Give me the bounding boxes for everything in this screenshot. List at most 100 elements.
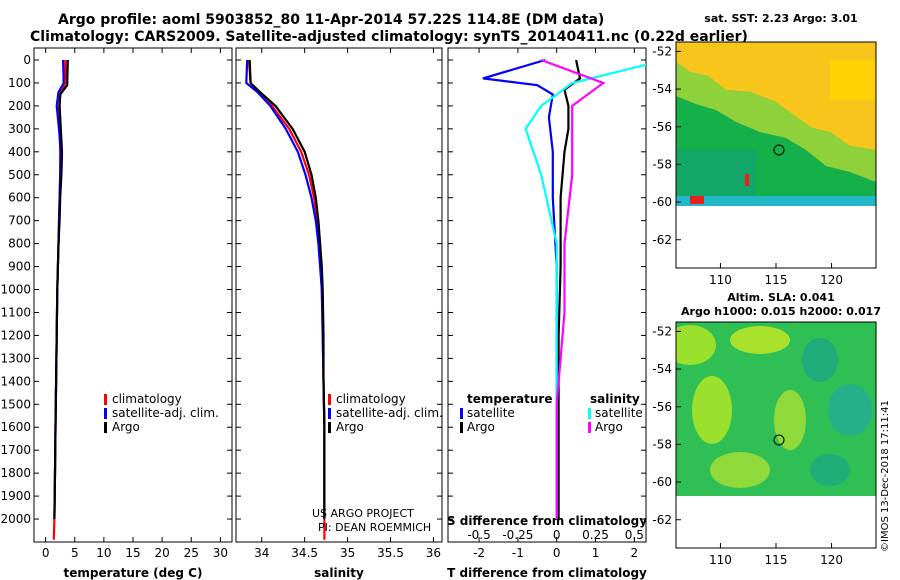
- s-diff-tick-label: 0.25: [582, 528, 609, 542]
- sst-warm-region: [676, 42, 876, 150]
- x-tick-label-sal: 35: [340, 546, 355, 560]
- s-diff-axis-label: S difference from climatology: [447, 514, 647, 528]
- title-line-1: Argo profile: aoml 5903852_80 11-Apr-201…: [58, 12, 605, 28]
- series-line-s-argo: [540, 58, 606, 519]
- panel-frame-diff: [447, 47, 647, 543]
- map-x-tick-label: 115: [765, 553, 788, 567]
- x-tick-label-temp: 25: [184, 546, 199, 560]
- map-y-tick-label: -52: [652, 44, 672, 58]
- sla-argo-marker: [773, 434, 785, 446]
- diff-legend-swatch: [460, 422, 463, 433]
- y-tick-label: 1200: [0, 328, 31, 342]
- legend-swatch: [104, 422, 107, 433]
- y-tick-label: 1500: [0, 397, 31, 411]
- map-x-tick-label: 115: [765, 273, 788, 287]
- y-tick-label: 500: [8, 168, 31, 182]
- map-y-tick-label: -60: [652, 475, 672, 489]
- x-tick-label-temp: 10: [96, 546, 111, 560]
- x-axis-label-diff: T difference from climatology: [447, 566, 647, 580]
- y-tick-label: 1100: [0, 305, 31, 319]
- sst-mid-region: [676, 62, 876, 182]
- series-line-t-satellite: [482, 58, 558, 519]
- diff-legend-t-head: temperature: [467, 392, 552, 406]
- diff-legend-label-sal: satellite: [595, 406, 643, 420]
- y-tick-label: 600: [8, 191, 31, 205]
- x-tick-label-temp: 5: [71, 546, 79, 560]
- s-diff-tick-label: -0.25: [502, 528, 533, 542]
- diff-legend-label-sal: Argo: [595, 420, 623, 434]
- y-tick-label: 300: [8, 122, 31, 136]
- legend-swatch: [104, 394, 107, 405]
- x-axis-label-sal: salinity: [314, 566, 364, 580]
- x-tick-label-sal: 36: [426, 546, 441, 560]
- map-y-tick-label: -56: [652, 120, 672, 134]
- map-x-tick-label: 120: [820, 553, 843, 567]
- s-diff-tick-label: 0: [553, 528, 561, 542]
- legend-label: Argo: [336, 420, 364, 434]
- sst-argo-marker: [773, 144, 785, 156]
- x-tick-label-diff: -2: [473, 546, 485, 560]
- y-tick-label: 1900: [0, 489, 31, 503]
- map-y-tick-label: -62: [652, 233, 672, 247]
- y-tick-label: 2000: [0, 512, 31, 526]
- sla-map-title-2: Argo h1000: 0.015 h2000: 0.017: [681, 305, 881, 318]
- series-line-satellite-adj-clim-: [245, 59, 326, 519]
- y-tick-label: 1400: [0, 374, 31, 388]
- sla-map-title-1: Altim. SLA: 0.041: [727, 291, 835, 304]
- x-tick-label-diff: 1: [592, 546, 600, 560]
- diff-legend-s-head: salinity: [590, 392, 640, 406]
- map-x-tick-label: 110: [709, 553, 732, 567]
- s-diff-tick-label: -0.5: [467, 528, 490, 542]
- series-line-t-argo: [557, 59, 582, 519]
- sst-map: [676, 42, 876, 268]
- x-tick-label-sal: 34.5: [291, 546, 318, 560]
- credit-line-2: PI: DEAN ROEMMICH: [318, 521, 431, 534]
- y-tick-label: 700: [8, 214, 31, 228]
- panel-frame-temp: [33, 47, 233, 543]
- y-tick-label: 200: [8, 99, 31, 113]
- legend-label: satellite-adj. clim.: [336, 406, 443, 420]
- map-y-tick-label: -62: [652, 513, 672, 527]
- map-y-tick-label: -58: [652, 157, 672, 171]
- y-tick-label: 0: [23, 53, 31, 67]
- map-x-tick-label: 110: [709, 273, 732, 287]
- series-line-argo: [248, 59, 326, 519]
- x-tick-label-diff: 2: [631, 546, 639, 560]
- x-tick-label-sal: 34: [254, 546, 269, 560]
- y-tick-label: 1600: [0, 420, 31, 434]
- legend-swatch: [328, 394, 331, 405]
- map-x-tick-label: 120: [820, 273, 843, 287]
- sst-map-title: sat. SST: 2.23 Argo: 3.01: [704, 12, 858, 25]
- map-y-tick-label: -54: [652, 82, 672, 96]
- x-tick-label-temp: 0: [42, 546, 50, 560]
- y-tick-label: 1000: [0, 283, 31, 297]
- map-y-tick-label: -52: [652, 324, 672, 338]
- credit-line-1: US ARGO PROJECT: [312, 507, 414, 520]
- title-line-2: Climatology: CARS2009. Satellite-adjuste…: [30, 29, 748, 45]
- x-tick-label-sal: 35.5: [377, 546, 404, 560]
- x-tick-label-diff: -1: [512, 546, 524, 560]
- y-tick-label: 1300: [0, 351, 31, 365]
- series-group-diff: [482, 58, 646, 519]
- series-line-s-satellite: [524, 63, 646, 519]
- legend-swatch: [328, 422, 331, 433]
- legend-label: satellite-adj. clim.: [112, 406, 219, 420]
- y-tick-label: 400: [8, 145, 31, 159]
- y-tick-label: 900: [8, 260, 31, 274]
- diff-legend-label: satellite: [467, 406, 515, 420]
- legend-swatch: [104, 408, 107, 419]
- diff-legend-label: Argo: [467, 420, 495, 434]
- map-y-tick-label: -54: [652, 362, 672, 376]
- y-tick-label: 100: [8, 76, 31, 90]
- x-axis-label-temp: temperature (deg C): [64, 566, 203, 580]
- y-tick-label: 800: [8, 237, 31, 251]
- legend-swatch: [328, 408, 331, 419]
- series-group-sal: [245, 59, 326, 540]
- diff-legend-swatch-sal: [588, 422, 591, 433]
- diff-legend-swatch-sal: [588, 408, 591, 419]
- s-diff-tick-label: 0.5: [625, 528, 644, 542]
- map-y-tick-label: -56: [652, 400, 672, 414]
- series-line-argo: [53, 59, 69, 520]
- x-tick-label-temp: 15: [125, 546, 140, 560]
